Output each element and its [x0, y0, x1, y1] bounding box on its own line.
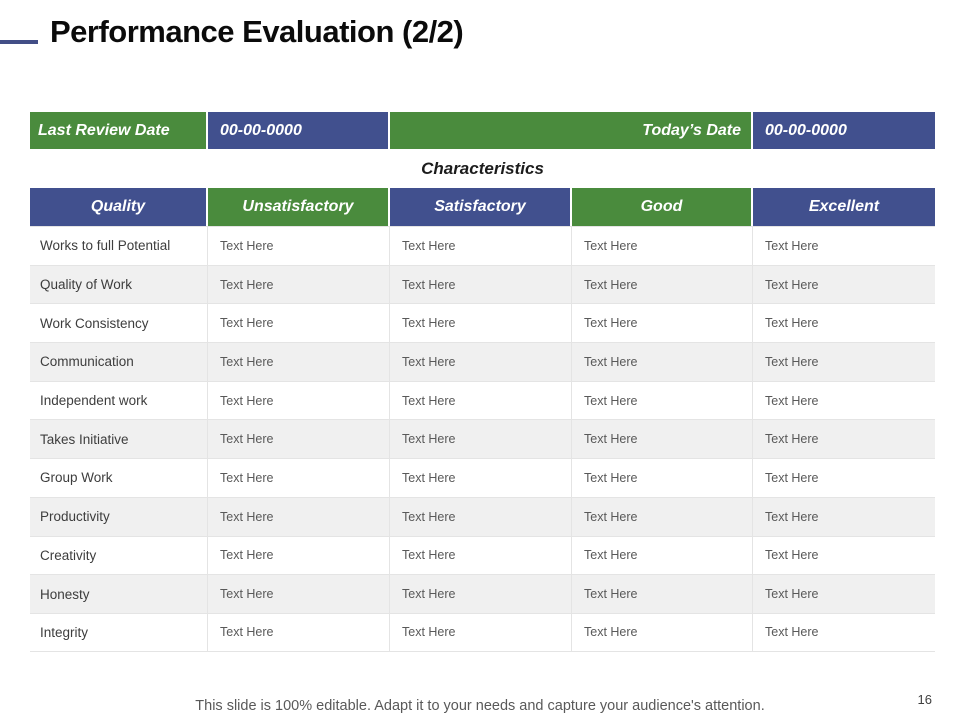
section-title: Characteristics [421, 158, 544, 178]
column-header-quality: Quality [30, 188, 208, 226]
table-cell: Text Here [208, 420, 390, 459]
table-cell: Text Here [765, 509, 819, 524]
table-row: Productivity Text Here Text Here Text Here T… [30, 496, 935, 536]
column-header-good: Good [572, 188, 753, 226]
table-cell: Text Here [390, 227, 572, 265]
table-cell: Text Here [390, 613, 572, 651]
table-row: Group Work Text Here Text Here Text Here Tex… [30, 458, 935, 497]
column-header-excellent: Excellent [753, 188, 935, 226]
table-cell: Text Here [390, 343, 572, 381]
last-review-date-label: Last Review Date [30, 112, 208, 149]
table-cell: Text Here [208, 265, 390, 304]
table-cell: Text Here [390, 420, 572, 459]
table-cell: Text Here [765, 393, 819, 408]
table-row: Quality of Work Text Here Text Here Text He… [30, 264, 935, 304]
table-cell: Text Here [390, 381, 572, 420]
title-accent-dash [0, 40, 38, 44]
table-cell: Text Here [208, 343, 390, 381]
table-cell: Text Here [208, 497, 390, 536]
footer-note: This slide is 100% editable. Adapt it to… [195, 698, 765, 714]
row-label: Takes Initiative [30, 420, 208, 459]
column-header-satisfactory: Satisfactory [390, 188, 572, 226]
table-cell: Text Here [765, 354, 819, 369]
column-header-row: Quality Unsatisfactory Satisfactory Good Exc… [30, 188, 935, 226]
table-cell: Text Here [765, 238, 819, 253]
table-cell: Text Here [208, 459, 390, 497]
table-cell: Text Here [208, 304, 390, 343]
todays-date-value: 00-00-0000 [753, 112, 935, 149]
table-cell: Text Here [390, 304, 572, 343]
row-label: Group Work [30, 459, 208, 497]
table-row: Independent work Text Here Text Here Text H… [30, 380, 935, 420]
table-cell: Text Here [208, 575, 390, 613]
row-label: Integrity [30, 613, 208, 651]
row-label: Work Consistency [30, 304, 208, 343]
todays-date-label: Today’s Date [390, 112, 753, 149]
table-cell: Text Here [390, 536, 572, 575]
table-cell: Text Here [208, 613, 390, 651]
row-label: Works to full Potential [30, 227, 208, 265]
row-label: Honesty [30, 575, 208, 613]
table-row: Works to full Potential Text Here Text Her… [30, 226, 935, 265]
evaluation-table: Last Review Date 00-00-0000 Today’s Date… [30, 112, 935, 652]
row-label: Communication [30, 343, 208, 381]
table-cell: Text Here [208, 227, 390, 265]
table-cell: Text Here [572, 420, 753, 459]
date-info-bar: Last Review Date 00-00-0000 Today’s Date… [30, 112, 935, 149]
row-label: Quality of Work [30, 265, 208, 304]
table-cell: Text Here [572, 227, 753, 265]
page-number: 16 [917, 692, 932, 707]
table-cell: Text Here [572, 381, 753, 420]
table-cell: Text Here [765, 587, 819, 602]
table-cell: Text Here [390, 497, 572, 536]
table-cell: Text Here [390, 575, 572, 613]
table-row: Honesty Text Here Text Here Text Here Text H… [30, 574, 935, 613]
table-cell: Text Here [765, 548, 819, 563]
table-cell: Text Here [390, 265, 572, 304]
table-row: Takes Initiative Text Here Text Here Text H… [30, 419, 935, 459]
table-row: Integrity Text Here Text Here Text Here Text… [30, 612, 935, 652]
table-cell: Text Here [572, 265, 753, 304]
table-row: Communication Text Here Text Here Text Here… [30, 342, 935, 381]
table-cell: Text Here [765, 625, 819, 640]
table-cell: Text Here [765, 470, 819, 485]
table-cell: Text Here [208, 381, 390, 420]
table-cell: Text Here [390, 459, 572, 497]
table-cell: Text Here [765, 316, 819, 331]
table-cell: Text Here [572, 497, 753, 536]
table-row: Work Consistency Text Here Text Here Text H… [30, 303, 935, 343]
last-review-date-value: 00-00-0000 [208, 112, 390, 149]
table-cell: Text Here [765, 432, 819, 447]
table-cell: Text Here [572, 343, 753, 381]
table-cell: Text Here [765, 277, 819, 292]
table-body: Works to full Potential Text Here Text Her… [30, 226, 935, 652]
row-label: Creativity [30, 536, 208, 575]
row-label: Independent work [30, 381, 208, 420]
table-cell: Text Here [572, 459, 753, 497]
table-cell: Text Here [572, 575, 753, 613]
page-title: Performance Evaluation (2/2) [50, 14, 464, 49]
table-row: Creativity Text Here Text Here Text Here Tex… [30, 535, 935, 575]
column-header-unsatisfactory: Unsatisfactory [208, 188, 390, 226]
table-cell: Text Here [572, 304, 753, 343]
table-cell: Text Here [208, 536, 390, 575]
table-cell: Text Here [572, 613, 753, 651]
table-cell: Text Here [572, 536, 753, 575]
row-label: Productivity [30, 497, 208, 536]
